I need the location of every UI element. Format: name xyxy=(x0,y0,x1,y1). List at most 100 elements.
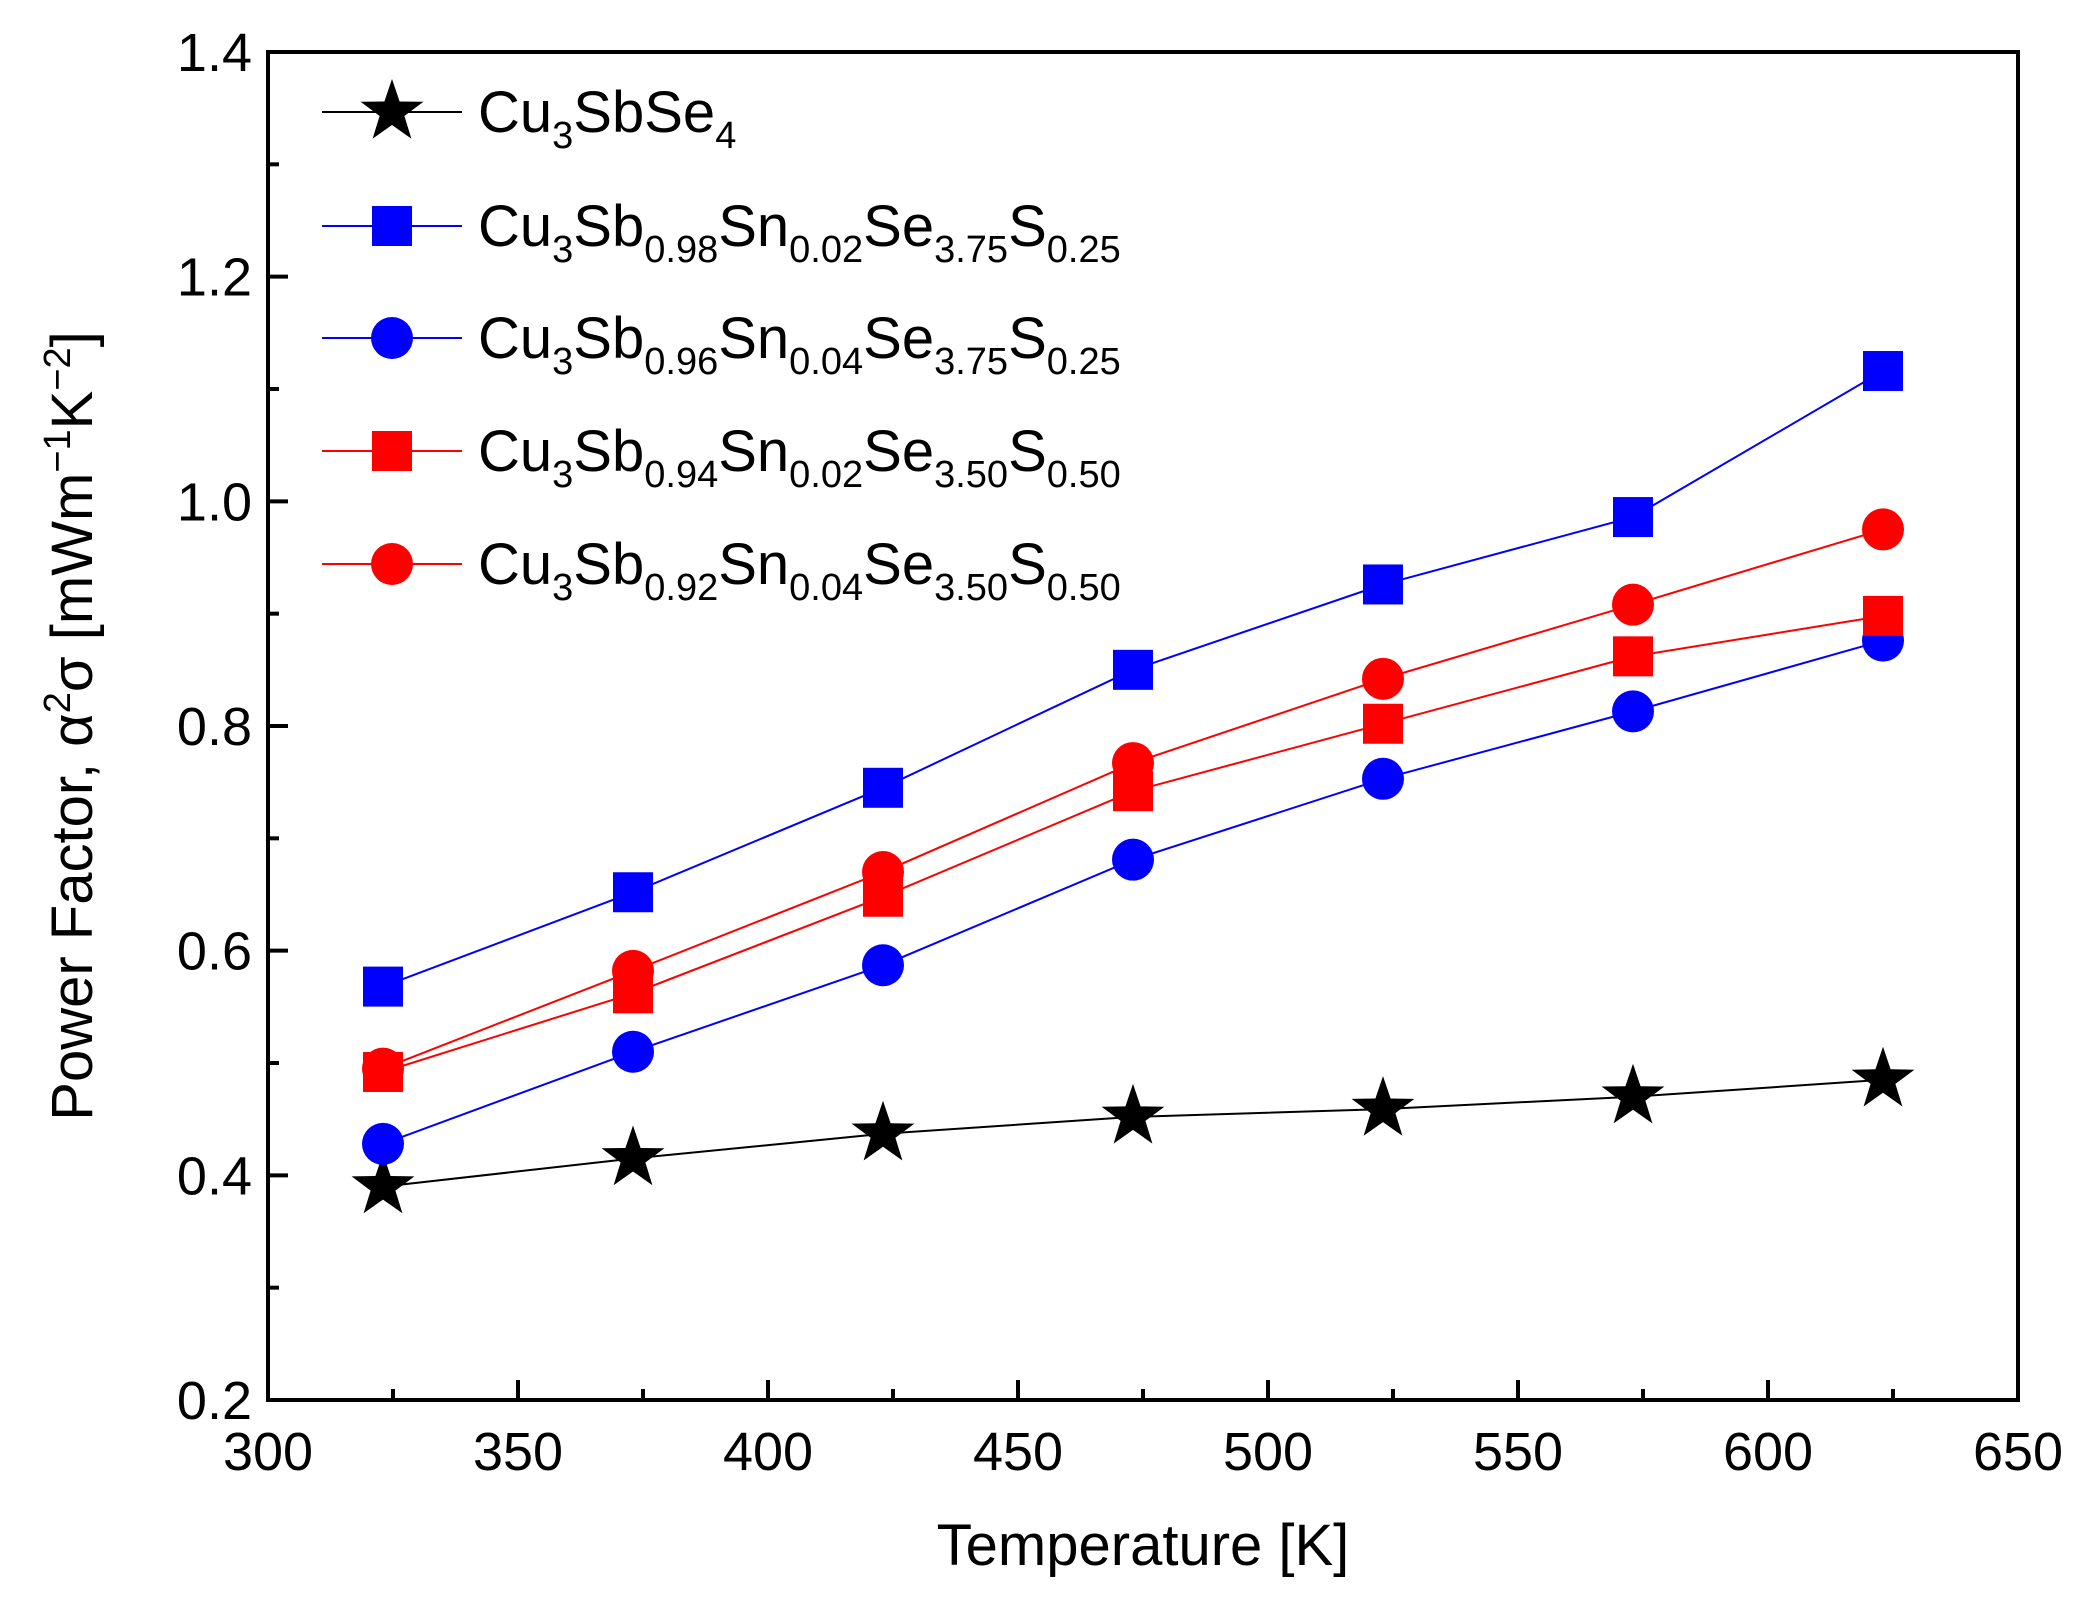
legend-label-part: Cu xyxy=(478,419,552,484)
legend-item: Cu3Sb0.98Sn0.02Se3.75S0.25 xyxy=(322,194,1121,271)
data-point xyxy=(1612,583,1654,626)
data-point xyxy=(1613,497,1653,538)
legend-label-part: 0.94 xyxy=(644,454,718,496)
x-tick-label: 550 xyxy=(1473,1422,1563,1482)
legend-label-part: Se xyxy=(863,306,934,371)
legend-label-part: S xyxy=(1008,532,1047,597)
x-tick-label: 450 xyxy=(973,1422,1063,1482)
y-tick-label: 1.0 xyxy=(177,472,252,532)
legend-marker xyxy=(372,431,412,471)
legend-label-part: 3.50 xyxy=(934,567,1008,609)
axis-ticks xyxy=(266,50,2020,1402)
data-point xyxy=(1612,690,1654,733)
data-point xyxy=(1362,657,1404,700)
legend-label-part: 3.75 xyxy=(934,341,1008,383)
legend-item: Cu3Sb0.96Sn0.04Se3.75S0.25 xyxy=(322,306,1121,383)
data-point xyxy=(1112,742,1154,785)
x-tick-label: 350 xyxy=(473,1422,563,1482)
y-title-prefix: Power Factor, xyxy=(40,747,105,1121)
data-point xyxy=(1862,508,1904,551)
data-point xyxy=(1363,703,1403,744)
legend-label-part: Se xyxy=(863,419,934,484)
series-line xyxy=(382,639,1884,1145)
legend-label-part: 3.75 xyxy=(934,229,1008,271)
legend-label-part: 0.02 xyxy=(789,454,863,496)
data-point xyxy=(1113,649,1153,690)
legend-label-part: 4 xyxy=(715,115,736,157)
y-title-unit-open: [mWm xyxy=(40,473,105,657)
legend-label-part: 3 xyxy=(552,229,573,271)
y-title-sigma: σ xyxy=(40,656,105,692)
x-tick-label: 650 xyxy=(1973,1422,2063,1482)
legend-item: Cu3Sb0.94Sn0.02Se3.50S0.50 xyxy=(322,419,1121,496)
y-title-alpha-sup: 2 xyxy=(37,692,79,713)
data-point xyxy=(362,1047,404,1090)
x-tick-label: 400 xyxy=(723,1422,813,1482)
legend-item: Cu3Sb0.92Sn0.04Se3.50S0.50 xyxy=(322,532,1121,609)
legend-label-part: Sn xyxy=(718,194,789,259)
data-point xyxy=(612,1030,654,1073)
data-point xyxy=(863,767,903,808)
legend-label-part: Cu xyxy=(478,194,552,259)
y-axis-title: Power Factor, α2σ [mWm−1K−2] xyxy=(37,331,105,1120)
x-tick-label: 500 xyxy=(1223,1422,1313,1482)
legend-label-part: 3.50 xyxy=(934,454,1008,496)
data-point xyxy=(351,1153,415,1214)
x-tick-label: 600 xyxy=(1723,1422,1813,1482)
legend-label-part: 0.98 xyxy=(644,229,718,271)
legend-label-part: 3 xyxy=(552,341,573,383)
legend-label: Cu3Sb0.94Sn0.02Se3.50S0.50 xyxy=(478,419,1121,496)
data-point xyxy=(362,1122,404,1165)
legend-label-part: Sb xyxy=(573,532,644,597)
data-point xyxy=(851,1100,915,1161)
y-title-unit-sup2: −2 xyxy=(37,347,79,390)
legend-label-part: Sb xyxy=(573,419,644,484)
legend-label-part: Sn xyxy=(718,532,789,597)
series-4 xyxy=(362,508,1904,1090)
data-point xyxy=(862,944,904,987)
y-tick-label: 0.8 xyxy=(177,697,252,757)
legend-label: Cu3Sb0.98Sn0.02Se3.75S0.25 xyxy=(478,194,1121,271)
data-point xyxy=(1863,351,1903,392)
series-2 xyxy=(362,619,1904,1165)
data-point xyxy=(1351,1076,1415,1136)
legend-label-part: Sb xyxy=(573,306,644,371)
data-point xyxy=(1601,1063,1665,1124)
legend-marker xyxy=(360,79,424,139)
legend-label-part: Se xyxy=(863,532,934,597)
series-1 xyxy=(363,351,1903,1007)
legend-marker xyxy=(371,543,413,585)
legend-label-part: 0.25 xyxy=(1047,341,1121,383)
data-point xyxy=(1363,564,1403,605)
y-title-unit-close: ] xyxy=(40,331,105,347)
legend-label-part: 3 xyxy=(552,115,573,157)
legend-label-part: Sn xyxy=(718,306,789,371)
y-title-unit-k: K xyxy=(40,390,105,429)
legend-label-part: SbSe xyxy=(573,80,715,145)
x-tick-label: 300 xyxy=(223,1422,313,1482)
legend-label-part: 3 xyxy=(552,454,573,496)
axis-tick-labels: 300 350 400 450 500 550 600 650 0.2 0.4 0.6 0.8 1.0 1… xyxy=(177,23,2063,1482)
legend-label-part: 0.02 xyxy=(789,229,863,271)
y-title-alpha: α xyxy=(40,713,105,747)
legend-label-part: Cu xyxy=(478,80,552,145)
y-tick-label: 0.6 xyxy=(177,922,252,982)
legend: Cu3SbSe4Cu3Sb0.98Sn0.02Se3.75S0.25Cu3Sb0… xyxy=(322,79,1121,609)
legend-label: Cu3SbSe4 xyxy=(478,80,736,157)
legend-label-part: Se xyxy=(863,194,934,259)
legend-marker xyxy=(372,206,412,246)
legend-label-part: 0.04 xyxy=(789,567,863,609)
data-point xyxy=(1851,1046,1915,1107)
legend-label-part: Sn xyxy=(718,419,789,484)
legend-label-part: Cu xyxy=(478,532,552,597)
y-tick-label: 0.2 xyxy=(177,1371,252,1431)
data-point xyxy=(1112,838,1154,881)
data-point xyxy=(363,966,403,1007)
legend-label-part: 3 xyxy=(552,567,573,609)
data-point xyxy=(613,872,653,913)
y-title-unit-sup1: −1 xyxy=(37,429,79,472)
legend-label-part: Cu xyxy=(478,306,552,371)
y-tick-label: 1.4 xyxy=(177,23,252,83)
legend-label-part: S xyxy=(1008,419,1047,484)
legend-label-part: 0.50 xyxy=(1047,567,1121,609)
